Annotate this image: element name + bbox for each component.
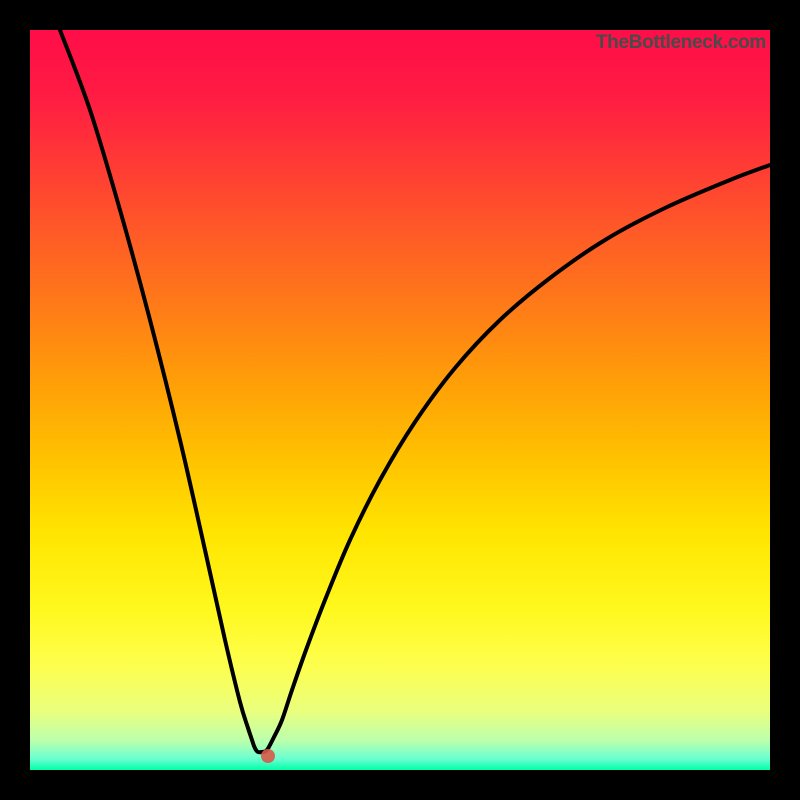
plot-area: TheBottleneck.com xyxy=(30,30,770,770)
watermark-text: TheBottleneck.com xyxy=(596,32,766,54)
bottleneck-curve xyxy=(60,30,770,752)
minimum-marker xyxy=(261,749,275,763)
curve-layer xyxy=(30,30,770,770)
